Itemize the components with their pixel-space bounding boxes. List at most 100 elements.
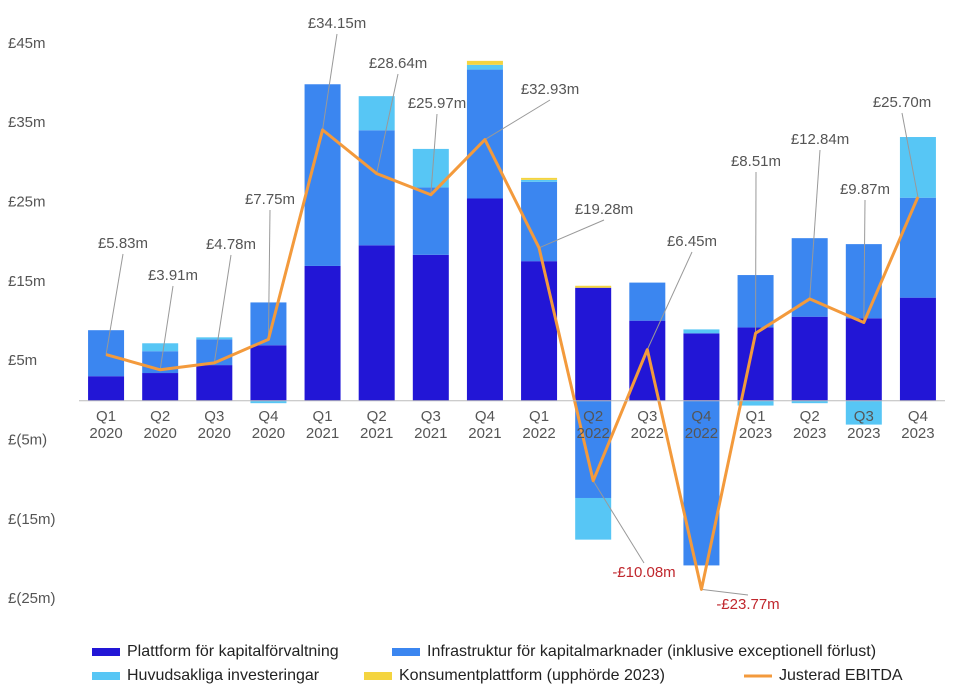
x-tick-label: Q1 2023 [738,407,773,442]
legend-swatch [92,672,120,680]
leader-line [213,254,232,363]
bar-segment [791,400,828,404]
leader-line [430,113,438,195]
leader-line [592,480,645,564]
bar-segment [466,198,503,401]
data-label: £25.70m [873,94,931,111]
bar-segment [521,261,558,401]
x-tick-label: Q3 2023 [847,407,881,442]
leader-line [646,251,693,350]
data-label: £34.15m [308,15,366,32]
y-tick-label: £(5m) [8,431,47,448]
y-tick-label: £25m [8,193,46,210]
data-label: £7.75m [245,191,295,208]
y-tick-label: £(15m) [8,511,56,528]
bar-segment [575,497,612,540]
bar-segment [466,60,503,65]
bar-segment [88,376,125,401]
legend-label: Justerad EBITDA [779,667,903,684]
x-tick-label: Q4 2023 [901,407,935,442]
data-label: £28.64m [369,55,427,72]
y-tick-label: £(25m) [8,590,56,607]
x-tick-label: Q2 2021 [360,407,394,442]
bar-segment [791,316,828,401]
bar-segment [629,282,666,321]
bar-segment [899,137,936,198]
bar-segment [358,96,395,131]
bar-segment [845,318,882,401]
leader-line [159,285,174,370]
data-label: -£10.08m [612,564,675,581]
data-label: -£23.77m [716,596,779,613]
bar-segment [683,333,720,401]
leader-line [863,199,866,323]
x-tick-label: Q4 2020 [251,407,286,442]
y-tick-label: £35m [8,114,46,131]
bar-segment [412,254,449,401]
legend-label: Huvudsakliga investeringar [127,667,320,684]
bar-segment [250,345,287,401]
bar-segment [521,177,558,180]
bar-segment [412,187,449,255]
data-label: £25.97m [408,95,466,112]
leader-line [105,253,124,355]
x-tick-label: Q2 2022 [576,407,610,442]
x-tick-label: Q1 2022 [522,407,556,442]
leader-line [267,209,271,340]
bar-segment [575,285,612,288]
bar-segment [899,297,936,401]
bar-segment [358,130,395,246]
data-label: £3.91m [148,267,198,284]
bar-segment [196,337,233,340]
x-tick-label: Q3 2022 [630,407,664,442]
leader-line [322,33,338,130]
data-label: £8.51m [731,153,781,170]
data-label: £19.28m [575,201,633,218]
y-tick-label: £5m [8,352,37,369]
x-tick-label: Q4 2021 [468,407,502,442]
legend-swatch [92,648,120,656]
y-tick-label: £15m [8,273,46,290]
leader-line [901,112,919,198]
data-label: £4.78m [206,236,256,253]
x-tick-label: Q4 2022 [684,407,719,442]
bar-segment [142,373,179,401]
leader-line [809,149,821,299]
legend-label: Infrastruktur för kapitalmarknader (inkl… [427,643,876,660]
bar-segment [737,400,774,406]
leader-line [538,219,605,249]
bar-segment [304,265,341,401]
x-tick-label: Q2 2023 [793,407,827,442]
line-series [105,128,920,591]
bar-segment [466,69,503,199]
data-label: £5.83m [98,235,148,252]
x-tick-label: Q1 2020 [89,407,123,442]
bar-segment [683,329,720,334]
legend-label: Konsumentplattform (upphörde 2023) [399,667,665,684]
leader-line [484,99,551,140]
y-tick-label: £45m [8,35,46,52]
bar-segment [575,287,612,401]
bar-segment [466,64,503,70]
leader-line [701,588,749,596]
legend-swatch [364,672,392,680]
bar-segment [899,197,936,298]
x-tick-label: Q2 2020 [143,407,177,442]
data-label: £32.93m [521,81,579,98]
bar-segment [250,400,287,404]
leader-line [376,73,399,174]
data-label: £12.84m [791,131,849,148]
bar-segment [845,400,882,425]
bar-segment [521,179,558,182]
x-tick-label: Q3 2021 [414,407,448,442]
bar-segment [196,365,233,401]
bar-segment [629,320,666,401]
legend-swatch [392,648,420,656]
bar-segment [142,343,179,352]
legend-label: Plattform för kapitalförvaltning [127,643,339,660]
bar-segment [358,245,395,401]
x-tick-label: Q3 2020 [197,407,231,442]
x-tick-label: Q1 2021 [305,407,340,442]
